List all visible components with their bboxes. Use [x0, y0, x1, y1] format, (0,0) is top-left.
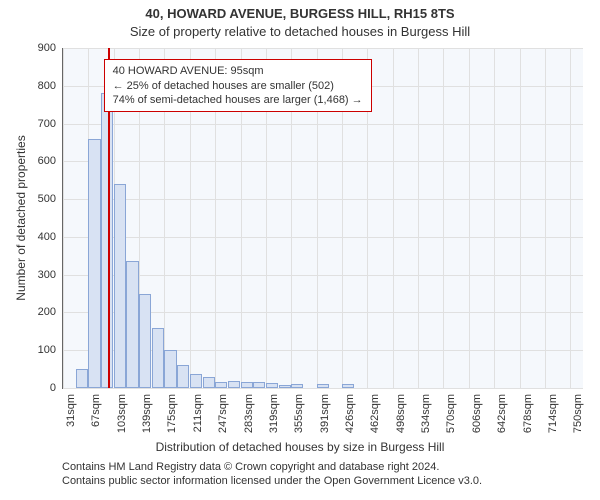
x-tick: 103sqm [116, 394, 128, 433]
histogram-bar [76, 369, 88, 388]
gridline-v [443, 48, 444, 388]
x-tick: 391sqm [319, 394, 331, 433]
chart-title-line1: 40, HOWARD AVENUE, BURGESS HILL, RH15 8T… [0, 6, 600, 21]
x-axis-label: Distribution of detached houses by size … [0, 440, 600, 454]
x-tick: 498sqm [395, 394, 407, 433]
y-tick: 100 [0, 344, 56, 356]
histogram-bar [177, 365, 189, 388]
y-tick: 700 [0, 118, 56, 130]
histogram-bar [88, 139, 100, 388]
x-tick: 139sqm [141, 394, 153, 433]
histogram-bar [228, 381, 240, 388]
x-tick: 67sqm [90, 394, 102, 427]
gridline-v [494, 48, 495, 388]
x-tick: 247sqm [217, 394, 229, 433]
gridline-v [63, 48, 64, 388]
histogram-bar [215, 382, 227, 388]
histogram-bar [190, 374, 202, 388]
gridline-h [63, 48, 583, 49]
x-tick: 211sqm [192, 394, 204, 432]
x-tick: 606sqm [471, 394, 483, 433]
annotation-box: 40 HOWARD AVENUE: 95sqm ← 25% of detache… [104, 59, 372, 112]
gridline-h [63, 161, 583, 162]
gridline-v [418, 48, 419, 388]
footer-text: Contains HM Land Registry data © Crown c… [62, 460, 482, 489]
histogram-bar [164, 350, 176, 388]
y-tick: 500 [0, 193, 56, 205]
x-tick: 175sqm [166, 394, 178, 433]
gridline-h [63, 275, 583, 276]
x-tick: 283sqm [243, 394, 255, 433]
gridline-h [63, 124, 583, 125]
histogram-bar [342, 384, 354, 388]
histogram-bar [139, 294, 151, 388]
x-tick: 355sqm [293, 394, 305, 433]
gridline-v [520, 48, 521, 388]
y-tick: 300 [0, 269, 56, 281]
gridline-h [63, 237, 583, 238]
x-tick: 319sqm [268, 394, 280, 433]
histogram-bar [126, 261, 138, 388]
histogram-bar [317, 384, 329, 388]
x-tick: 714sqm [547, 394, 559, 433]
x-tick: 570sqm [445, 394, 457, 433]
histogram-bar [152, 328, 164, 388]
histogram-bar [253, 382, 265, 388]
y-tick: 800 [0, 80, 56, 92]
y-tick: 0 [0, 382, 56, 394]
gridline-v [393, 48, 394, 388]
histogram-bar [291, 384, 303, 388]
x-tick: 678sqm [522, 394, 534, 433]
footer-line2: Contains public sector information licen… [62, 474, 482, 488]
gridline-v [545, 48, 546, 388]
histogram-bar [203, 377, 215, 388]
annotation-line3: 74% of semi-detached houses are larger (… [113, 93, 363, 107]
y-tick: 200 [0, 306, 56, 318]
footer-line1: Contains HM Land Registry data © Crown c… [62, 460, 482, 474]
histogram-bar [279, 385, 291, 388]
chart-plot-area: 40 HOWARD AVENUE: 95sqm ← 25% of detache… [62, 48, 583, 389]
x-tick: 750sqm [572, 394, 584, 433]
x-tick: 534sqm [420, 394, 432, 433]
y-tick: 400 [0, 231, 56, 243]
gridline-v [469, 48, 470, 388]
histogram-bar [114, 184, 126, 388]
x-tick: 642sqm [496, 394, 508, 433]
y-tick: 600 [0, 155, 56, 167]
annotation-line2: ← 25% of detached houses are smaller (50… [113, 79, 363, 93]
annotation-line1: 40 HOWARD AVENUE: 95sqm [113, 64, 363, 78]
histogram-bar [241, 382, 253, 388]
gridline-v [570, 48, 571, 388]
gridline-h [63, 388, 583, 389]
x-tick: 31sqm [65, 394, 77, 427]
y-axis-label: Number of detached properties [14, 48, 28, 388]
chart-title-line2: Size of property relative to detached ho… [0, 24, 600, 39]
x-tick: 426sqm [344, 394, 356, 433]
histogram-bar [266, 383, 278, 388]
gridline-h [63, 199, 583, 200]
x-tick: 462sqm [369, 394, 381, 433]
y-tick: 900 [0, 42, 56, 54]
